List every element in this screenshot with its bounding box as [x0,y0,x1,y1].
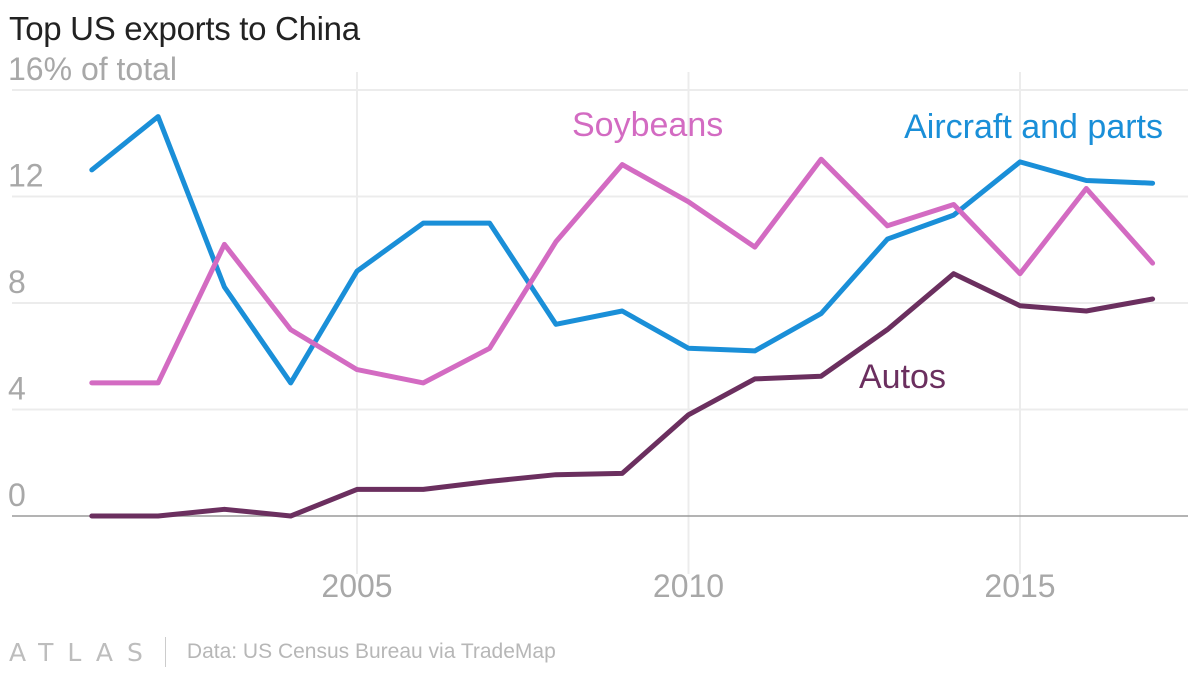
x-tick-label: 2015 [984,568,1055,604]
source-note: Data: US Census Bureau via TradeMap [186,640,556,663]
series-line-aircraft-and-parts [89,114,1156,386]
y-tick-label: 12 [8,158,44,194]
y-axis-labels: 0 4 8 12 16% of total [8,51,177,513]
atlas-logo: ATLAS [9,637,157,667]
grid [12,72,1188,574]
y-tick-label: 0 [8,477,26,513]
label-soybeans: Soybeans [572,106,723,144]
y-tick-label: 8 [8,264,26,300]
series-line-soybeans [89,156,1156,386]
x-axis-labels: 2005 2010 2015 [321,568,1055,604]
y-tick-label: 16% of total [8,51,177,87]
series-line-autos [89,271,1156,519]
label-autos: Autos [859,358,946,396]
series-labels: Soybeans Aircraft and parts Autos [572,106,1163,396]
footer-divider [164,637,166,667]
y-tick-label: 4 [8,371,26,407]
x-tick-label: 2010 [653,568,724,604]
footer: ATLAS Data: US Census Bureau via TradeMa… [9,634,556,670]
chart-title: Top US exports to China [9,10,360,47]
label-aircraft-and-parts: Aircraft and parts [904,108,1163,146]
x-tick-label: 2005 [321,568,392,604]
series-lines [89,114,1156,519]
